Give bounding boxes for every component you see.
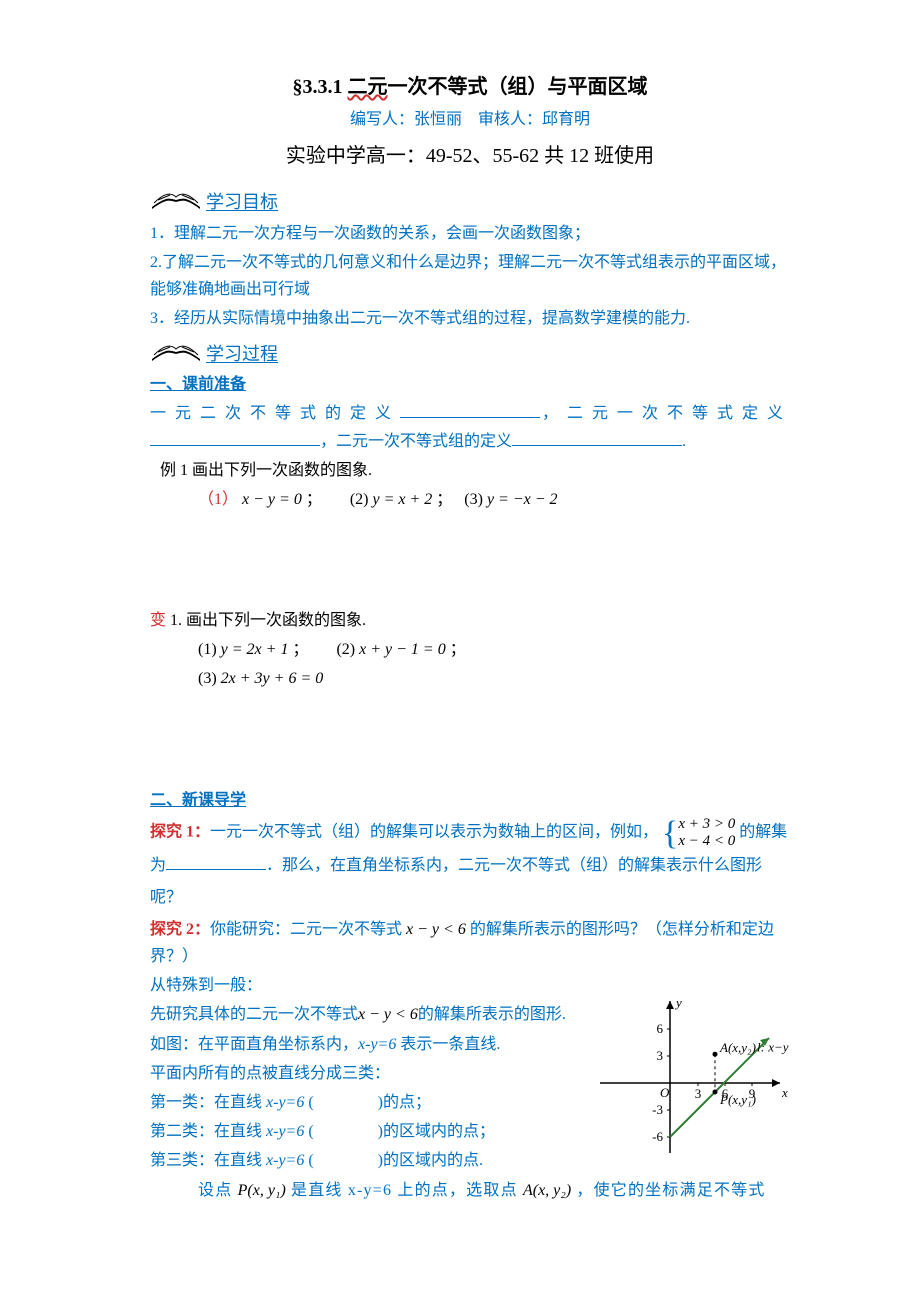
svg-text:P(x,y₁): P(x,y₁) <box>719 1092 756 1107</box>
objective-1: 1．理解二元一次方程与一次函数的关系，会画一次函数图象； <box>150 220 790 247</box>
blank-def2 <box>150 429 320 446</box>
variation-line2: (3) 2x + 3y + 6 = 0 <box>150 665 790 692</box>
blank-def1 <box>400 401 540 418</box>
explore1: 探究 1：一元一次不等式（组）的解集可以表示为数轴上的区间，例如， { x + … <box>150 816 790 914</box>
svg-text:3: 3 <box>657 1048 664 1063</box>
example1-title: 例 1 画出下列一次函数的图象. <box>160 457 790 484</box>
objectives-title: 学习目标 <box>206 187 278 218</box>
svg-text:-3: -3 <box>652 1102 663 1117</box>
prep-header: 一、课前准备 <box>150 371 790 398</box>
svg-text:y: y <box>674 995 682 1010</box>
objective-3: 3．经历从实际情境中抽象出二元一次不等式组的过程，提高数学建模的能力. <box>150 305 790 332</box>
definitions-line: 一元二次不等式的定义，二元一次不等式定义，二元一次不等式组的定义. <box>150 400 790 454</box>
authors-line: 编写人：张恒丽 审核人：邱育明 <box>150 106 790 133</box>
explore2: 探究 2：你能研究：二元一次不等式 x − y < 6 的解集所表示的图形吗？（… <box>150 916 790 970</box>
svg-text:l: x−y=6: l: x−y=6 <box>757 1040 790 1055</box>
title-rest: 一次不等式（组）与平面区域 <box>388 76 648 98</box>
svg-text:6: 6 <box>657 1021 664 1036</box>
process-title: 学习过程 <box>206 339 278 370</box>
book-icon <box>150 339 202 369</box>
example1-items: （1） x − y = 0 ； (2) y = x + 2 ； (3) y = … <box>150 486 790 513</box>
variation-line1: (1) y = 2x + 1 ； (2) x + y − 1 = 0 ； <box>150 636 790 663</box>
title-underlined: 二元 <box>348 76 388 98</box>
title-section-num: §3.3.1 <box>293 76 343 98</box>
class-subtitle: 实验中学高一：49-52、55-62 共 12 班使用 <box>150 139 790 173</box>
objectives-header: 学习目标 <box>150 187 790 218</box>
document-title: §3.3.1 二元一次不等式（组）与平面区域 <box>150 70 790 104</box>
svg-text:3: 3 <box>695 1086 702 1101</box>
svg-text:O: O <box>660 1085 670 1100</box>
svg-text:x: x <box>781 1085 788 1100</box>
blank-def3 <box>512 429 682 446</box>
process-header: 学习过程 <box>150 339 790 370</box>
svg-text:-6: -6 <box>652 1129 663 1144</box>
variation-title: 变 1. 画出下列一次函数的图象. <box>150 607 790 634</box>
objective-2: 2.了解二元一次不等式的几何意义和什么是边界；理解二元一次不等式组表示的平面区域… <box>150 249 790 303</box>
final-line: 设点 P(x, y₁) 是直线 x-y=6 上的点，选取点 A(x, y₂) ，… <box>150 1177 790 1204</box>
blank-solution <box>166 853 266 870</box>
inequality-system: { x + 3 > 0 x − 4 < 0 <box>662 816 735 850</box>
svg-text:A(x,y₂): A(x,y₂) <box>719 1041 756 1056</box>
section2-header: 二、新课导学 <box>150 787 790 814</box>
coordinate-graph: 63-3-6369OxyA(x,y₂)P(x,y₁)l: x−y=6 <box>590 993 790 1163</box>
book-icon <box>150 187 202 217</box>
